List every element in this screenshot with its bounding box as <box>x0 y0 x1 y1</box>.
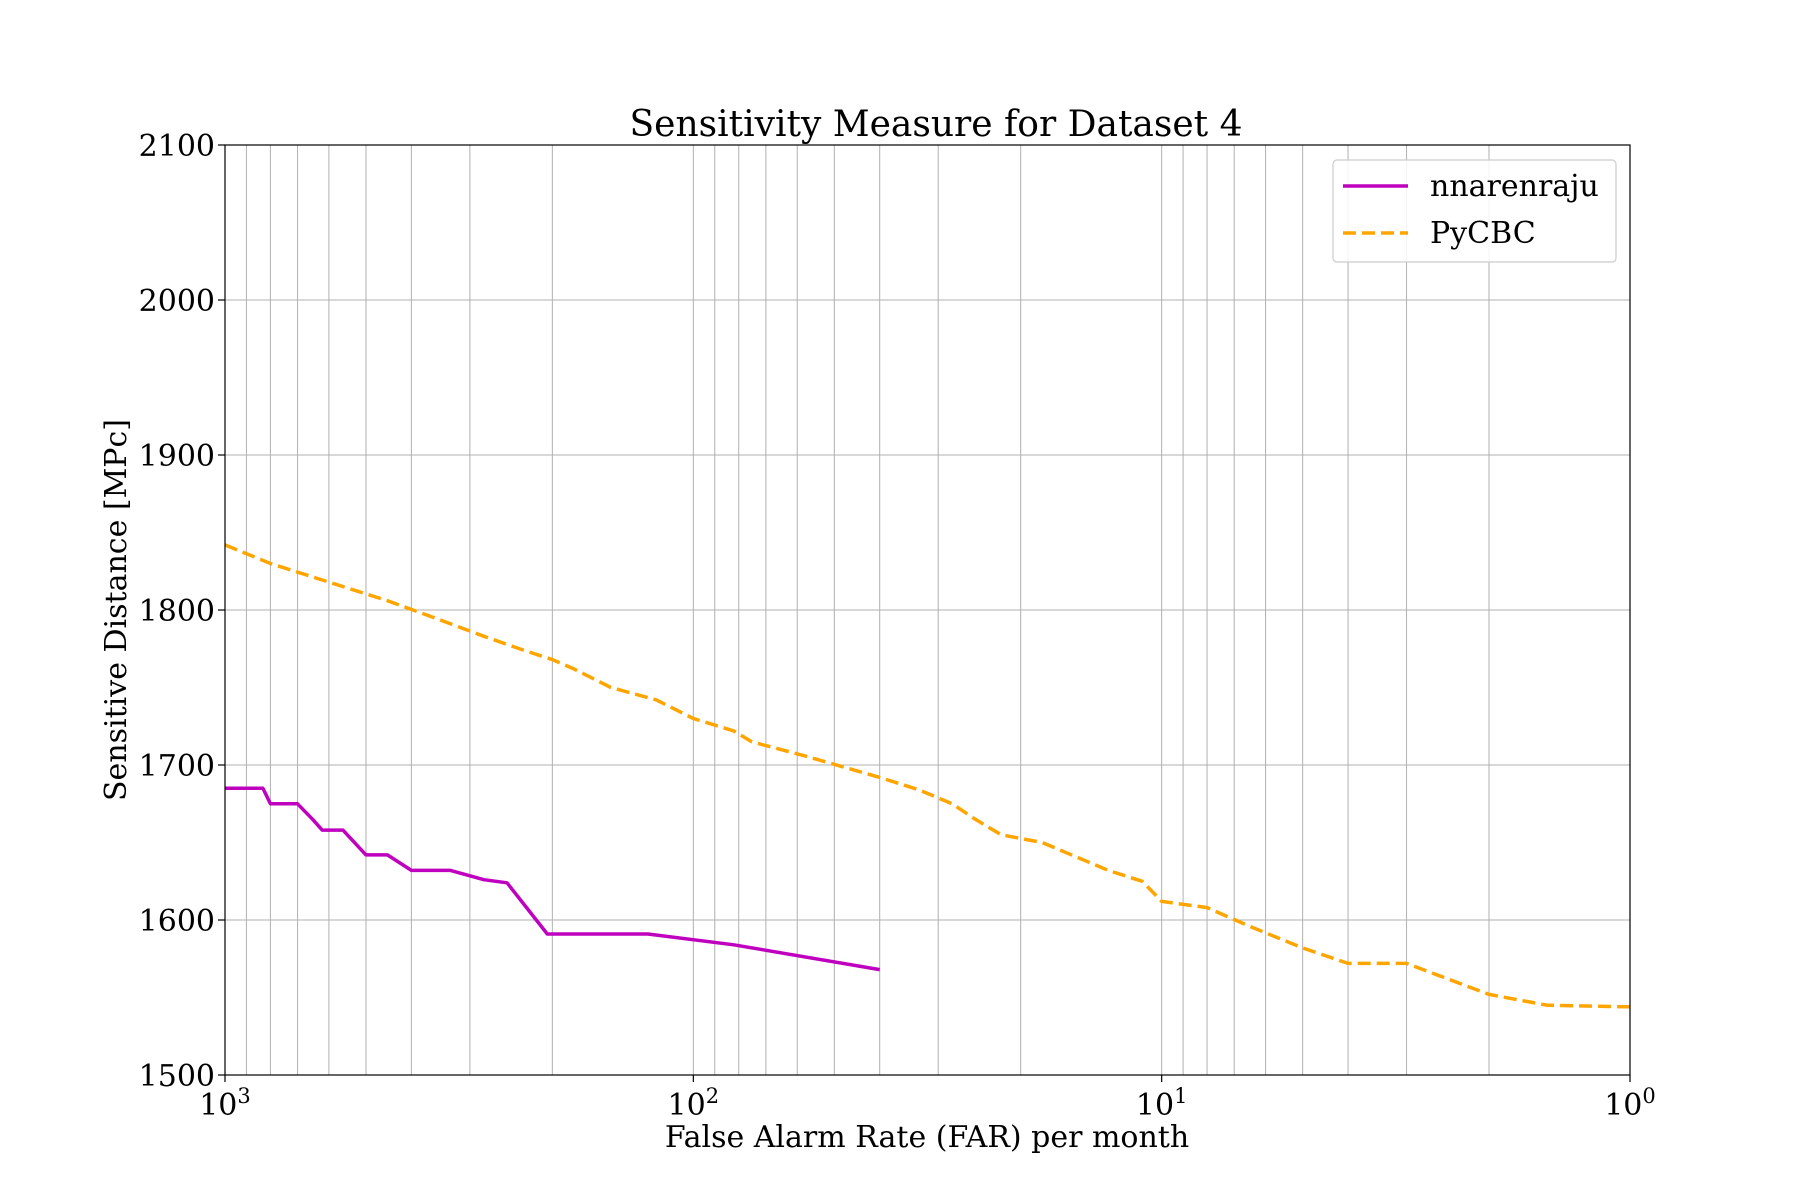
y-tick-label: 1800 <box>139 594 215 629</box>
x-axis-label: False Alarm Rate (FAR) per month <box>665 1120 1189 1155</box>
y-tick-label: 2000 <box>139 284 215 319</box>
y-axis-label: Sensitive Distance [MPc] <box>99 419 134 801</box>
x-tick-label: 101 <box>1136 1084 1188 1123</box>
legend-label-pycbc: PyCBC <box>1430 216 1536 251</box>
series-line-nnarenraju <box>225 786 880 972</box>
series-line-pycbc <box>224 543 1631 1009</box>
legend: nnarenraju PyCBC <box>1332 159 1617 263</box>
chart-title: Sensitivity Measure for Dataset 4 <box>630 104 1243 145</box>
x-tick-label: 102 <box>668 1084 720 1123</box>
legend-label-nnarenraju: nnarenraju <box>1430 169 1599 204</box>
series-layer <box>224 543 1631 1009</box>
x-tick-label: 100 <box>1604 1084 1656 1123</box>
y-tick-label: 1900 <box>139 439 215 474</box>
x-tick-label: 103 <box>199 1084 251 1123</box>
y-tick-label: 1500 <box>139 1059 215 1094</box>
y-tick-label: 1600 <box>139 904 215 939</box>
x-axis: 103 102 101 100 <box>199 1075 1656 1123</box>
y-tick-label: 2100 <box>139 129 215 164</box>
y-axis: 1500 1600 1700 1800 1900 2000 2100 <box>139 129 225 1094</box>
y-tick-label: 1700 <box>139 749 215 784</box>
